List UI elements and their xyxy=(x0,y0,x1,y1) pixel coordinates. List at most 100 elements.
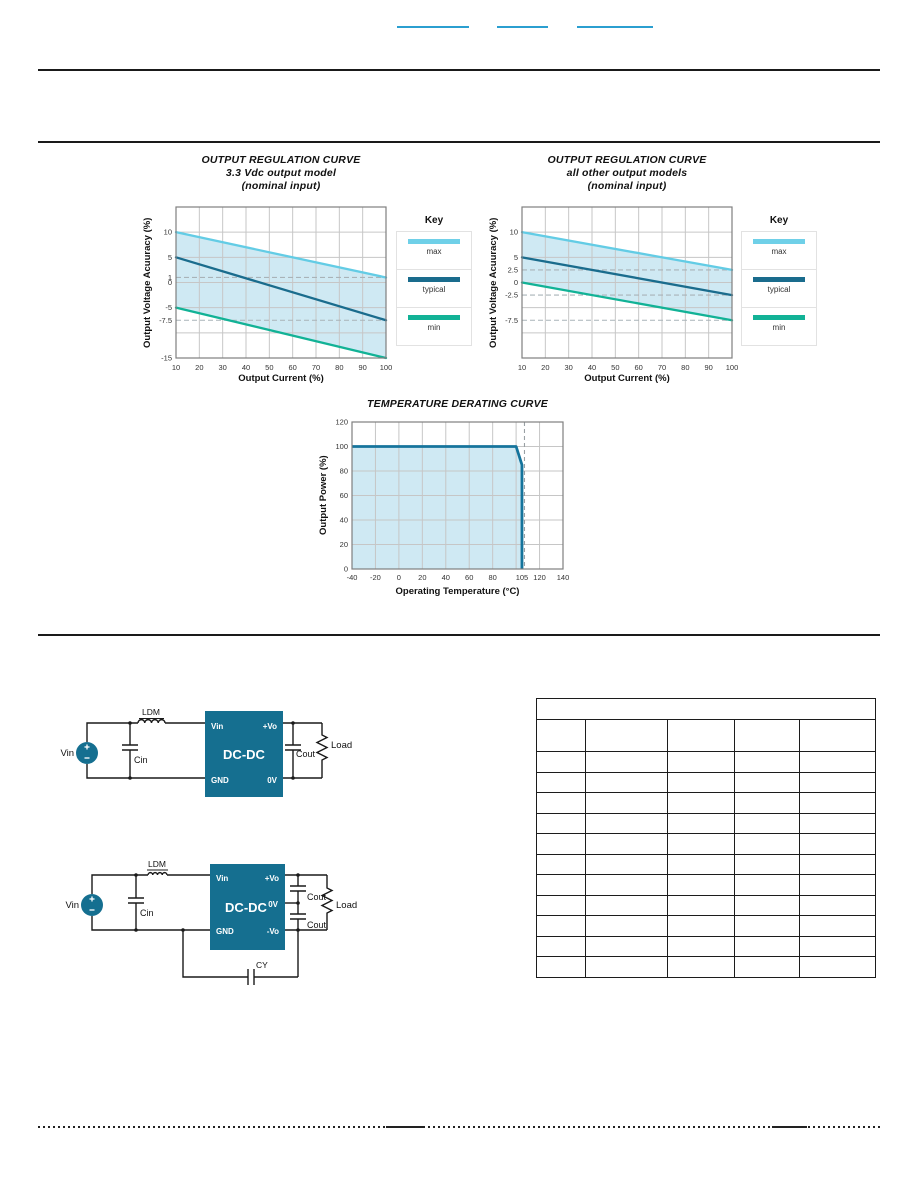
dashed-gridlines xyxy=(522,269,732,321)
x-tick-label: 10 xyxy=(172,363,180,372)
pin-label-vin: Vin xyxy=(216,874,228,883)
dcdc-converter-block xyxy=(210,864,285,950)
source-label: Vin xyxy=(65,900,79,911)
regulation-chart-other: OUTPUT REGULATION CURVE all other output… xyxy=(486,152,826,392)
legend-key-2: Key max typical min xyxy=(741,215,817,346)
x-tick-label: 20 xyxy=(541,363,549,372)
table-cell xyxy=(585,915,668,937)
y-tick-label: -5 xyxy=(165,303,172,312)
tolerance-band-fill xyxy=(176,232,386,358)
y-tick-label: -7.5 xyxy=(505,316,518,325)
pin-label-pvo: +Vo xyxy=(265,874,279,883)
legend-label: min xyxy=(427,323,441,332)
x-tick-label: 40 xyxy=(588,363,596,372)
y-tick-label: -7.5 xyxy=(159,316,172,325)
table-cell xyxy=(734,874,800,896)
table-cell xyxy=(799,719,876,752)
divider-header-bottom xyxy=(38,141,880,143)
y-tick-label: -2.5 xyxy=(505,291,518,300)
table-cell xyxy=(667,792,735,814)
table-cell xyxy=(734,915,800,937)
y-tick-label: 1 xyxy=(168,273,172,282)
regulation-plot-other: 10 20 30 40 50 60 70 80 90 100 10 5 2.5 0 -2.5 -7.5 xyxy=(505,206,738,372)
header-link-3[interactable] xyxy=(577,18,653,28)
table-cell xyxy=(585,812,668,834)
table-cell xyxy=(667,874,735,896)
x-tick-label: 60 xyxy=(288,363,296,372)
chart-title: OUTPUT REGULATION CURVE xyxy=(201,154,361,166)
table-cell xyxy=(667,833,735,855)
y-tick-label: 10 xyxy=(510,228,518,237)
x-tick-label: -40 xyxy=(347,573,358,582)
gridlines xyxy=(521,207,733,358)
table-cell xyxy=(799,915,876,937)
header-link-2[interactable] xyxy=(497,18,548,28)
table-title-row xyxy=(536,698,876,720)
table-row xyxy=(536,956,876,978)
output-cap-bottom-label: Cout xyxy=(307,920,327,930)
table-cell xyxy=(536,751,586,773)
legend-title: Key xyxy=(424,215,444,226)
table-cell xyxy=(585,935,668,957)
table-row xyxy=(536,853,876,875)
inductor-symbol xyxy=(147,871,168,876)
x-tick-label: 140 xyxy=(557,573,570,582)
pin-label-0v: 0V xyxy=(268,900,278,909)
pin-label-pvo: +Vo xyxy=(263,722,277,731)
table-cell xyxy=(799,771,876,793)
output-cap-label: Cout xyxy=(296,749,316,759)
table-cell xyxy=(585,751,668,773)
x-axis-label: Operating Temperature (°C) xyxy=(395,586,520,597)
legend-label: typical xyxy=(422,285,446,294)
divider-header-top xyxy=(38,69,880,71)
derating-curve xyxy=(352,445,524,569)
x-tick-label: 30 xyxy=(218,363,226,372)
x-tick-label: 40 xyxy=(242,363,250,372)
x-tick-label: 10 xyxy=(518,363,526,372)
load-label: Load xyxy=(331,740,352,751)
x-tick-labels: -40 -20 0 20 40 60 80 105 120 140 xyxy=(347,573,570,582)
legend-box: max typical min xyxy=(396,231,472,346)
y-tick-label: 10 xyxy=(164,228,172,237)
table-cell xyxy=(536,894,586,916)
y-tick-label: 5 xyxy=(514,253,518,262)
input-cap-label: Cin xyxy=(134,755,148,765)
source-label: Vin xyxy=(60,748,74,759)
table-row xyxy=(536,771,876,793)
legend-title: Key xyxy=(769,215,789,226)
plot-border xyxy=(351,421,564,570)
load-resistor-symbol xyxy=(320,875,334,930)
x-tick-label: 50 xyxy=(265,363,273,372)
table-cell xyxy=(667,894,735,916)
junction-dots xyxy=(134,873,300,932)
table-cell xyxy=(734,771,800,793)
chart-title: TEMPERATURE DERATING CURVE xyxy=(367,398,548,410)
table-cell xyxy=(799,874,876,896)
y-tick-label: -15 xyxy=(161,354,172,363)
table-cell xyxy=(585,894,668,916)
y-tick-label: 0 xyxy=(344,565,348,574)
pin-label-gnd: GND xyxy=(216,927,234,936)
chart-subtitle: all other output models xyxy=(566,167,688,179)
table-cell xyxy=(667,719,735,752)
y-tick-label: 5 xyxy=(168,253,172,262)
table-cell xyxy=(799,751,876,773)
header-link-1[interactable] xyxy=(397,18,469,28)
x-tick-label: 50 xyxy=(611,363,619,372)
regulation-chart-3v3: OUTPUT REGULATION CURVE 3.3 Vdc output m… xyxy=(140,152,480,392)
table-cell xyxy=(734,935,800,957)
circuit-wires xyxy=(91,869,334,985)
table-cell xyxy=(585,719,668,752)
legend-entry-typical: typical xyxy=(397,277,471,308)
table-cell xyxy=(799,792,876,814)
legend-swatch-typical xyxy=(408,277,460,282)
derating-area-fill xyxy=(352,446,522,569)
voltage-source xyxy=(81,894,103,916)
table-cell xyxy=(799,853,876,875)
perforation-solid-segment xyxy=(386,1126,423,1128)
table-cell xyxy=(536,874,586,896)
legend-swatch-min xyxy=(408,315,460,320)
table-cell xyxy=(799,894,876,916)
y-tick-label: 0 xyxy=(168,278,172,287)
x-tick-label: 40 xyxy=(442,573,450,582)
